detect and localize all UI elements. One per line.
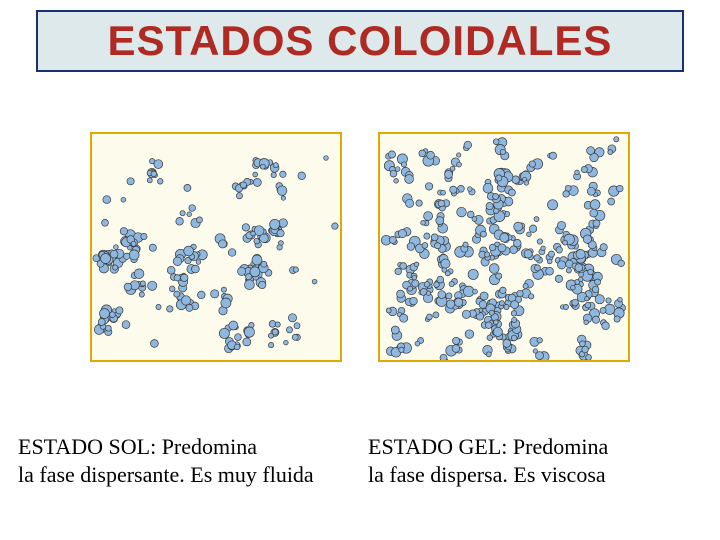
page-title: ESTADOS COLOIDALES bbox=[108, 17, 613, 65]
gel-svg bbox=[380, 134, 630, 362]
panel-gel bbox=[378, 132, 630, 362]
title-banner: ESTADOS COLOIDALES bbox=[36, 10, 684, 72]
caption-sol: ESTADO SOL: Predomina la fase dispersant… bbox=[18, 433, 360, 488]
caption-sol-line2: la fase dispersante. Es muy fluida bbox=[18, 462, 314, 487]
caption-gel: ESTADO GEL: Predomina la fase dispersa. … bbox=[360, 433, 702, 488]
caption-sol-line1: ESTADO SOL: Predomina bbox=[18, 434, 257, 459]
panel-sol bbox=[90, 132, 342, 362]
caption-gel-line1: ESTADO GEL: Predomina bbox=[368, 434, 608, 459]
sol-svg bbox=[92, 134, 342, 362]
caption-gel-line2: la fase dispersa. Es viscosa bbox=[368, 462, 606, 487]
diagram-row bbox=[90, 132, 630, 362]
caption-row: ESTADO SOL: Predomina la fase dispersant… bbox=[18, 433, 702, 488]
